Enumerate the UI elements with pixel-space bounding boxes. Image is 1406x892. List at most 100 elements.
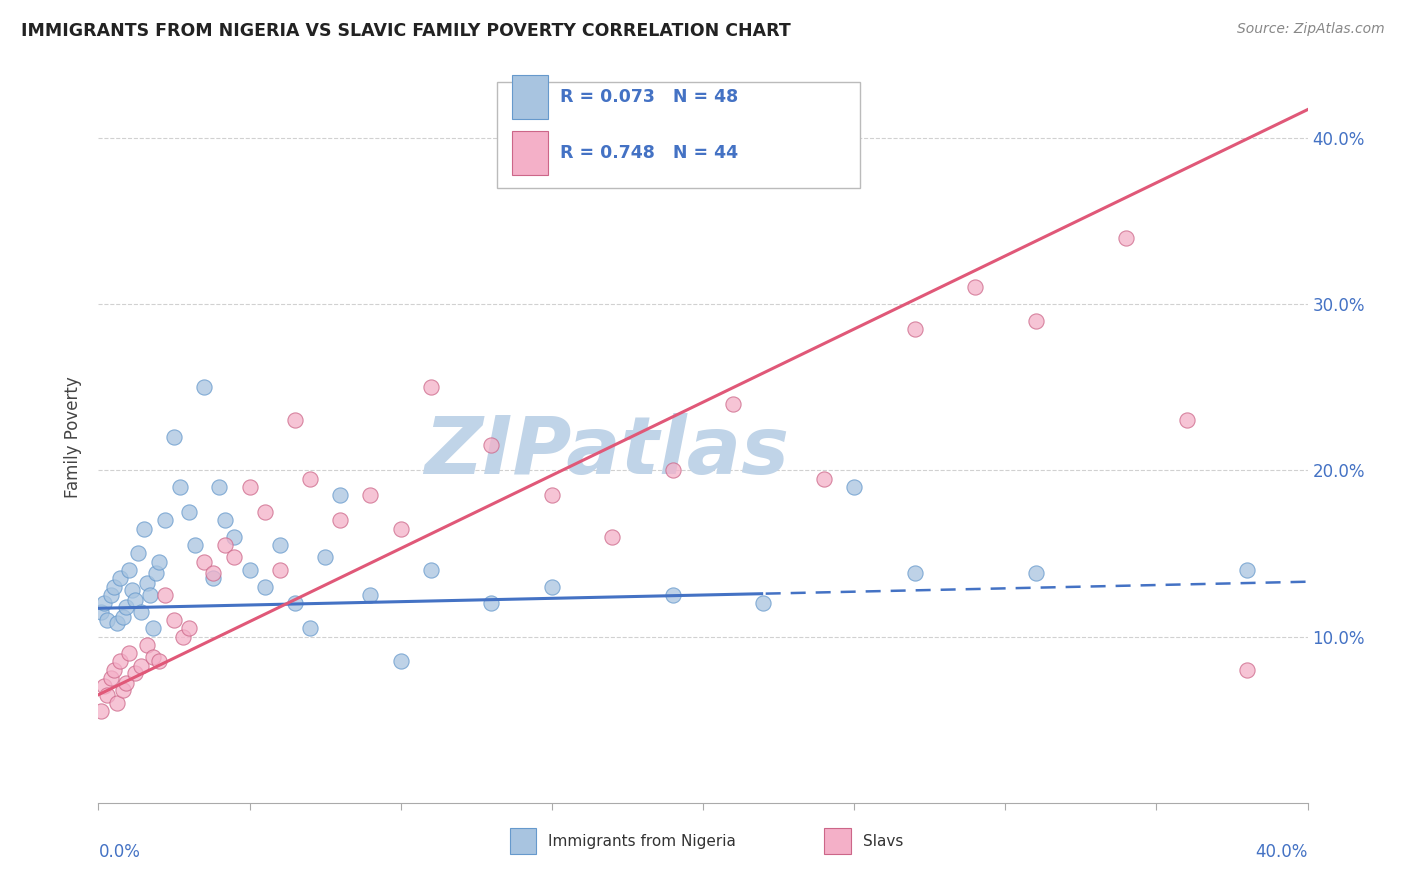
Point xyxy=(253,505,276,519)
Point xyxy=(481,438,503,452)
Point xyxy=(148,555,170,569)
Point xyxy=(1115,230,1137,244)
Point xyxy=(129,659,152,673)
Point xyxy=(145,566,167,581)
Point xyxy=(253,580,276,594)
Point xyxy=(269,538,291,552)
Point xyxy=(360,588,382,602)
Point xyxy=(184,538,207,552)
Point xyxy=(904,566,927,581)
Bar xyxy=(512,131,548,175)
Bar xyxy=(509,829,536,854)
Point xyxy=(208,480,231,494)
Y-axis label: Family Poverty: Family Poverty xyxy=(65,376,83,498)
Point xyxy=(904,322,927,336)
Point xyxy=(239,480,262,494)
Point xyxy=(239,563,262,577)
Point xyxy=(124,666,146,681)
Point xyxy=(114,676,136,690)
Point xyxy=(108,571,131,585)
Point xyxy=(481,596,503,610)
Point xyxy=(108,655,131,669)
Point xyxy=(420,380,443,394)
Point xyxy=(124,593,146,607)
Text: Immigrants from Nigeria: Immigrants from Nigeria xyxy=(548,834,737,848)
Point xyxy=(93,680,115,694)
Point xyxy=(139,588,162,602)
Text: ZIPatlas: ZIPatlas xyxy=(423,413,789,491)
Point xyxy=(1236,563,1258,577)
Point xyxy=(813,472,835,486)
Bar xyxy=(512,75,548,119)
Text: Source: ZipAtlas.com: Source: ZipAtlas.com xyxy=(1237,22,1385,37)
FancyBboxPatch shape xyxy=(498,82,860,188)
Point xyxy=(214,513,236,527)
Point xyxy=(96,688,118,702)
Point xyxy=(142,621,165,635)
Point xyxy=(169,480,191,494)
Point xyxy=(329,513,352,527)
Point xyxy=(111,609,134,624)
Point xyxy=(389,521,412,535)
Point xyxy=(389,655,412,669)
Point xyxy=(114,599,136,614)
Point xyxy=(135,576,157,591)
Text: IMMIGRANTS FROM NIGERIA VS SLAVIC FAMILY POVERTY CORRELATION CHART: IMMIGRANTS FROM NIGERIA VS SLAVIC FAMILY… xyxy=(21,22,790,40)
Point xyxy=(163,430,186,444)
Point xyxy=(129,605,152,619)
Point xyxy=(214,538,236,552)
Point xyxy=(661,463,683,477)
Point xyxy=(148,655,170,669)
Point xyxy=(153,513,176,527)
Point xyxy=(1236,663,1258,677)
Point xyxy=(202,571,225,585)
Point xyxy=(111,682,134,697)
Point xyxy=(752,596,775,610)
Point xyxy=(172,630,194,644)
Point xyxy=(1024,566,1046,581)
Point xyxy=(93,596,115,610)
Point xyxy=(142,649,165,664)
Point xyxy=(1024,314,1046,328)
Point xyxy=(127,546,149,560)
Point xyxy=(224,530,246,544)
Point xyxy=(135,638,157,652)
Point xyxy=(329,488,352,502)
Point xyxy=(602,530,624,544)
Point xyxy=(299,621,322,635)
Point xyxy=(121,582,143,597)
Point xyxy=(540,488,562,502)
Point xyxy=(269,563,291,577)
Point xyxy=(132,521,155,535)
Text: R = 0.073   N = 48: R = 0.073 N = 48 xyxy=(561,88,738,106)
Point xyxy=(105,696,128,710)
Point xyxy=(420,563,443,577)
Point xyxy=(100,671,122,685)
Point xyxy=(284,596,307,610)
Bar xyxy=(824,829,851,854)
Point xyxy=(179,621,201,635)
Point xyxy=(661,588,683,602)
Point xyxy=(163,613,186,627)
Point xyxy=(105,616,128,631)
Point xyxy=(224,549,246,564)
Point xyxy=(965,280,987,294)
Point xyxy=(96,613,118,627)
Point xyxy=(193,555,215,569)
Point xyxy=(103,663,125,677)
Point xyxy=(1175,413,1198,427)
Point xyxy=(118,563,141,577)
Text: R = 0.748   N = 44: R = 0.748 N = 44 xyxy=(561,145,738,162)
Text: 40.0%: 40.0% xyxy=(1256,843,1308,861)
Point xyxy=(202,566,225,581)
Point xyxy=(314,549,336,564)
Text: 0.0%: 0.0% xyxy=(98,843,141,861)
Point xyxy=(284,413,307,427)
Text: Slavs: Slavs xyxy=(863,834,903,848)
Point xyxy=(118,646,141,660)
Point xyxy=(540,580,562,594)
Point xyxy=(153,588,176,602)
Point xyxy=(90,605,112,619)
Point xyxy=(723,397,745,411)
Point xyxy=(103,580,125,594)
